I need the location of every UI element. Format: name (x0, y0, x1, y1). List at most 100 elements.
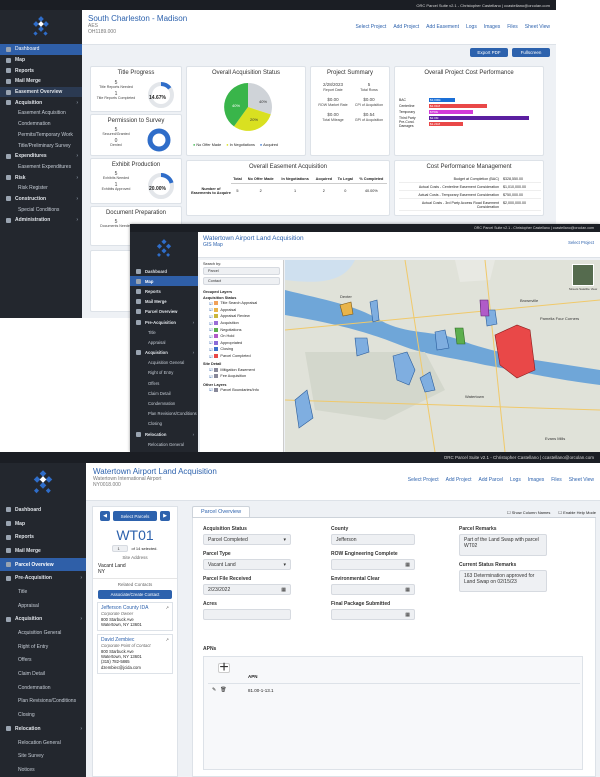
sidebar-item-administration[interactable]: Administration › (0, 215, 82, 226)
sidebar-item-offers[interactable]: Offers (130, 378, 198, 388)
layer-item[interactable]: ☑ Title Search Appraisal (203, 300, 280, 307)
final-package-input[interactable]: ▦ (331, 609, 415, 620)
action-logs[interactable]: Logs (509, 477, 521, 483)
acquisition-status-layer[interactable]: Acquisition Status (203, 296, 237, 300)
sidebar-item-title[interactable]: Title (0, 585, 86, 599)
action-add-easement[interactable]: Add Easement (426, 24, 459, 30)
sidebar-item-risk[interactable]: Risk › (0, 172, 82, 183)
sidebar-item-expenditures[interactable]: Expenditures › (0, 151, 82, 162)
sidebar-item-closing[interactable]: Closing (0, 708, 86, 722)
layer-item[interactable]: ☑ Parcel Completed (203, 353, 280, 360)
sidebar-item-claim-detail[interactable]: Claim Detail (0, 667, 86, 681)
layer-item[interactable]: ☑ Fee Acquisition (203, 373, 280, 380)
sidebar-item-right-of-entry[interactable]: Right of Entry (130, 368, 198, 378)
action-add-project[interactable]: Add Project (393, 24, 420, 30)
sidebar-item-condemnation[interactable]: Condemnation (0, 681, 86, 695)
sidebar-item-dashboard[interactable]: Dashboard (0, 44, 82, 55)
layer-item[interactable]: ☑ Closing (203, 346, 280, 353)
sidebar-item-site-survey[interactable]: Site Survey (0, 749, 86, 763)
sidebar-item-acquisition[interactable]: Acquisition › (130, 348, 198, 358)
select-parcels-button[interactable]: Select Parcels (113, 511, 157, 521)
action-sheet-view[interactable]: Sheet View (568, 477, 594, 483)
prev-parcel-button[interactable]: ◀ (100, 511, 110, 521)
site-detail-layer[interactable]: Site Detail (203, 362, 222, 367)
associate-contact-button[interactable]: Associate/Create Contact (98, 590, 172, 599)
sidebar-item-plan-revisions-conditions[interactable]: Plan Revisions/Conditions (130, 409, 198, 419)
export-pdf-button[interactable]: Export PDF (470, 48, 508, 57)
action-logs[interactable]: Logs (465, 24, 477, 30)
sidebar-item-plan-revisions-conditions[interactable]: Plan Revisions/Conditions (0, 695, 86, 709)
action-select-project[interactable]: Select Project (355, 24, 387, 30)
sidebar-item-risk-register[interactable]: Risk Register (0, 183, 82, 194)
current-status-input[interactable]: 163 Determination approved for Land Swap… (459, 570, 547, 592)
layer-checkbox[interactable]: ☑ (209, 321, 213, 326)
add-apn-button[interactable]: + (218, 659, 230, 676)
sidebar-item-right-of-entry[interactable]: Right of Entry (0, 640, 86, 654)
contact-card[interactable]: David Zembiec Corporate Point of Contact 8… (97, 634, 173, 674)
contact-card[interactable]: Jefferson County IDA Corporate Owner 800 S… (97, 602, 173, 632)
county-input[interactable]: Jefferson (331, 534, 415, 545)
environmental-clear-input[interactable]: ▦ (331, 584, 415, 595)
help-mode-toggle[interactable]: ☐ Enable Help Mode (558, 510, 596, 515)
layer-checkbox[interactable]: ☑ (209, 368, 213, 373)
action-sheet-view[interactable]: Sheet View (524, 24, 550, 30)
sidebar-item-pre-acquisition[interactable]: Pre-Acquisition › (130, 317, 198, 327)
sidebar-item-mail-merge[interactable]: Mail Merge (0, 544, 86, 558)
search-by-parcel[interactable]: Parcel (203, 267, 280, 275)
action-files[interactable]: Files (507, 24, 518, 30)
sidebar-item-acquisition[interactable]: Acquisition › (0, 613, 86, 627)
action-images[interactable]: Images (483, 24, 501, 30)
action-files[interactable]: Files (551, 477, 562, 483)
sidebar-item-condemnation[interactable]: Condemnation (0, 119, 82, 130)
sidebar-item-relocation[interactable]: Relocation › (130, 429, 198, 439)
fullscreen-button[interactable]: Fullscreen (512, 48, 550, 57)
layer-item[interactable]: ☑ Appraisal (203, 307, 280, 314)
contact-name[interactable]: David Zembiec (101, 637, 135, 644)
layer-item[interactable]: ☑ Negotiations (203, 326, 280, 333)
layer-checkbox[interactable]: ☑ (209, 347, 213, 352)
sidebar-item-acquisition-general[interactable]: Acquisition General (0, 626, 86, 640)
edit-icon[interactable]: ✎ (212, 687, 217, 693)
sidebar-item-relocation[interactable]: Relocation › (0, 722, 86, 736)
acquisition-status-select[interactable]: Parcel Completed ▾ (203, 534, 291, 545)
contact-name[interactable]: Jefferson County IDA (101, 605, 149, 611)
layer-checkbox[interactable]: ☑ (209, 314, 213, 319)
sidebar-item-claim-detail[interactable]: Claim Detail (130, 388, 198, 398)
sidebar-item-title-preliminary-survey[interactable]: Title/Preliminary Survey (0, 140, 82, 151)
sidebar-item-appraisal[interactable]: Appraisal (0, 599, 86, 613)
layer-checkbox[interactable]: ☑ (209, 374, 213, 379)
search-by-contact[interactable]: Contact (203, 277, 280, 285)
row-engineering-input[interactable]: ▦ (331, 559, 415, 570)
map-select-project[interactable]: Select Project (568, 240, 594, 245)
sidebar-item-map[interactable]: Map (0, 517, 86, 531)
other-layers-label[interactable]: Other Layers (203, 382, 227, 387)
basemap-toggle[interactable] (572, 264, 594, 286)
layer-item[interactable]: ☑ Acquisition (203, 320, 280, 327)
open-contact-icon[interactable]: ↗ (165, 605, 169, 610)
parcel-type-select[interactable]: Vacant Land ▾ (203, 559, 291, 570)
sidebar-item-mail-merge[interactable]: Mail Merge (130, 297, 198, 307)
parcel-page-select[interactable]: 1 (112, 545, 129, 552)
layer-checkbox[interactable]: ☑ (209, 308, 213, 313)
sidebar-item-title[interactable]: Title (130, 327, 198, 337)
sidebar-item-dashboard[interactable]: Dashboard (0, 503, 86, 517)
layer-checkbox[interactable]: ☑ (209, 354, 213, 359)
parcel-remarks-input[interactable]: Part of the Land Swap with parcel WT02 (459, 534, 547, 556)
sidebar-item-map[interactable]: Map (0, 55, 82, 66)
layer-checkbox[interactable]: ☑ (209, 388, 213, 393)
sidebar-item-appraisal[interactable]: Appraisal (130, 337, 198, 347)
sidebar-item-reports[interactable]: Reports (0, 65, 82, 76)
sidebar-item-notices[interactable]: Notices (0, 763, 86, 777)
sidebar-item-map[interactable]: Map (130, 276, 198, 287)
sidebar-item-easement-overview[interactable]: Easement Overview (0, 86, 82, 98)
sidebar-item-parcel-overview[interactable]: Parcel Overview (0, 557, 86, 572)
open-contact-icon[interactable]: ↗ (165, 637, 169, 643)
sidebar-item-pre-acquisition[interactable]: Pre-Acquisition › (0, 571, 86, 585)
sidebar-item-mail-merge[interactable]: Mail Merge (0, 76, 82, 87)
action-images[interactable]: Images (527, 477, 545, 483)
sidebar-item-acquisition[interactable]: Acquisition › (0, 97, 82, 108)
show-column-names-toggle[interactable]: ☐ Show Column Names (506, 510, 551, 515)
sidebar-item-closing[interactable]: Closing (130, 419, 198, 429)
sidebar-item-condemnation[interactable]: Condemnation (130, 398, 198, 408)
sidebar-item-reports[interactable]: Reports (0, 530, 86, 544)
